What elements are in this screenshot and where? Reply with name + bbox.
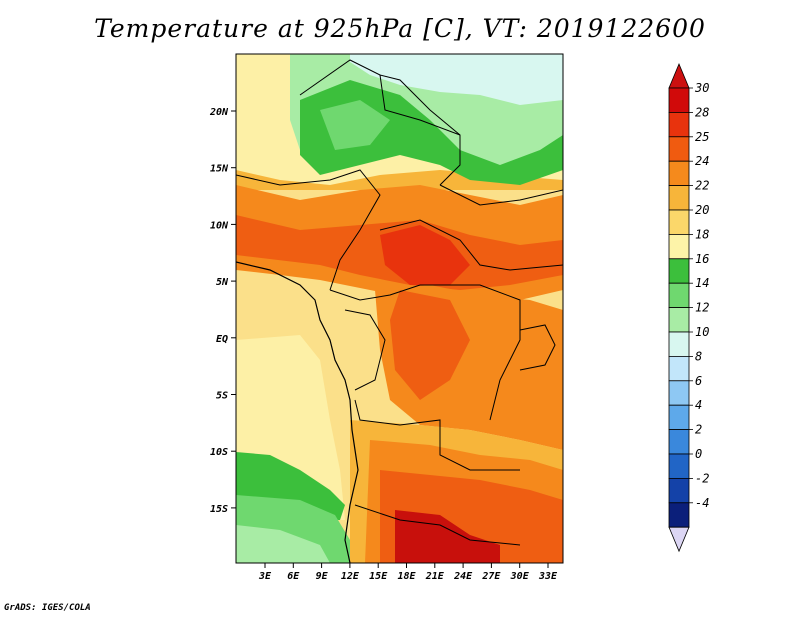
contour-pale-blue-north [350,54,563,105]
contour-pale-green-sw [236,525,330,563]
map-title: Temperature at 925hPa [C], VT: 201912260… [94,14,706,43]
y-tick-label: EQ [216,334,228,345]
colorbar-label: 18 [695,227,709,241]
colorbar-swatch [668,258,690,284]
colorbar-label: 22 [695,179,709,193]
colorbar-swatch [668,307,690,333]
x-tick-label: 33E [538,571,558,582]
x-axis: 3E 6E 9E 12E 15E 18E 21E 24E 27E 30E 33E [258,563,558,582]
colorbar-swatch [668,380,690,406]
colorbar-label: 4 [695,398,702,412]
x-tick-label: 12E [341,571,360,582]
colorbar-label: 30 [694,81,709,95]
colorbar-label: 8 [695,349,702,363]
colorbar-label: -4 [695,496,709,510]
colorbar-swatch [668,209,690,235]
map-frame [235,53,564,564]
colorbar-swatch [668,112,690,138]
x-tick-label: 15E [369,571,388,582]
colorbar-label: 14 [695,276,709,290]
y-axis: 20N 15N 10N 5N EQ 5S 10S 15S [209,107,236,515]
colorbar-label: 25 [695,130,709,144]
colorbar-bottom-arrow [668,526,690,553]
contour-red-orange-band [380,225,470,285]
coastline [236,261,359,563]
x-tick-label: 21E [425,571,445,582]
contour-dark-orange-central [390,290,470,400]
colorbar-swatch [668,477,690,504]
colorbar-label: 28 [695,105,709,119]
grads-credit: GrADS: IGES/COLA [4,603,91,613]
colorbar-label: 12 [695,301,709,315]
colorbar-label: 10 [695,325,709,339]
colorbar-swatch [668,502,690,528]
colorbar-swatch [668,429,690,455]
colorbar-swatch [668,331,690,357]
contour-red-south [395,510,500,563]
colorbar-swatch [668,453,690,479]
map-plot [236,54,563,563]
x-tick-label: 3E [258,571,272,582]
colorbar-top-arrow [668,62,690,89]
y-tick-label: 20N [209,107,229,118]
y-tick-label: 5S [216,391,228,402]
colorbar-swatch [668,233,690,260]
x-tick-label: 9E [316,571,329,582]
colorbar-label: 0 [695,447,702,461]
x-tick-label: 24E [453,571,473,582]
colorbar-swatch [668,185,690,211]
colorbar-swatch [668,404,690,431]
y-tick-label: 5N [216,277,229,288]
colorbar-label: 2 [695,423,702,437]
colorbar-swatch [668,136,690,162]
y-tick-label: 10N [210,220,229,231]
colorbar-swatch [668,160,690,186]
country-borders [236,59,563,546]
colorbar-label: 6 [695,374,702,388]
y-tick-label: 15S [210,504,228,515]
colorbar-label: 16 [695,252,709,266]
y-tick-label: 15N [210,164,229,175]
y-tick-label: 10S [210,447,228,458]
colorbar-label: 24 [695,154,709,168]
colorbar-swatch [668,282,690,309]
colorbar-swatch [668,355,690,382]
x-tick-label: 30E [510,571,530,582]
x-tick-label: 18E [397,571,416,582]
contour-light-green-north [320,100,390,150]
x-tick-label: 6E [287,571,300,582]
colorbar-label: -2 [695,471,709,485]
x-tick-label: 27E [481,571,501,582]
colorbar-label: 20 [695,203,709,217]
colorbar-swatch [668,87,690,113]
